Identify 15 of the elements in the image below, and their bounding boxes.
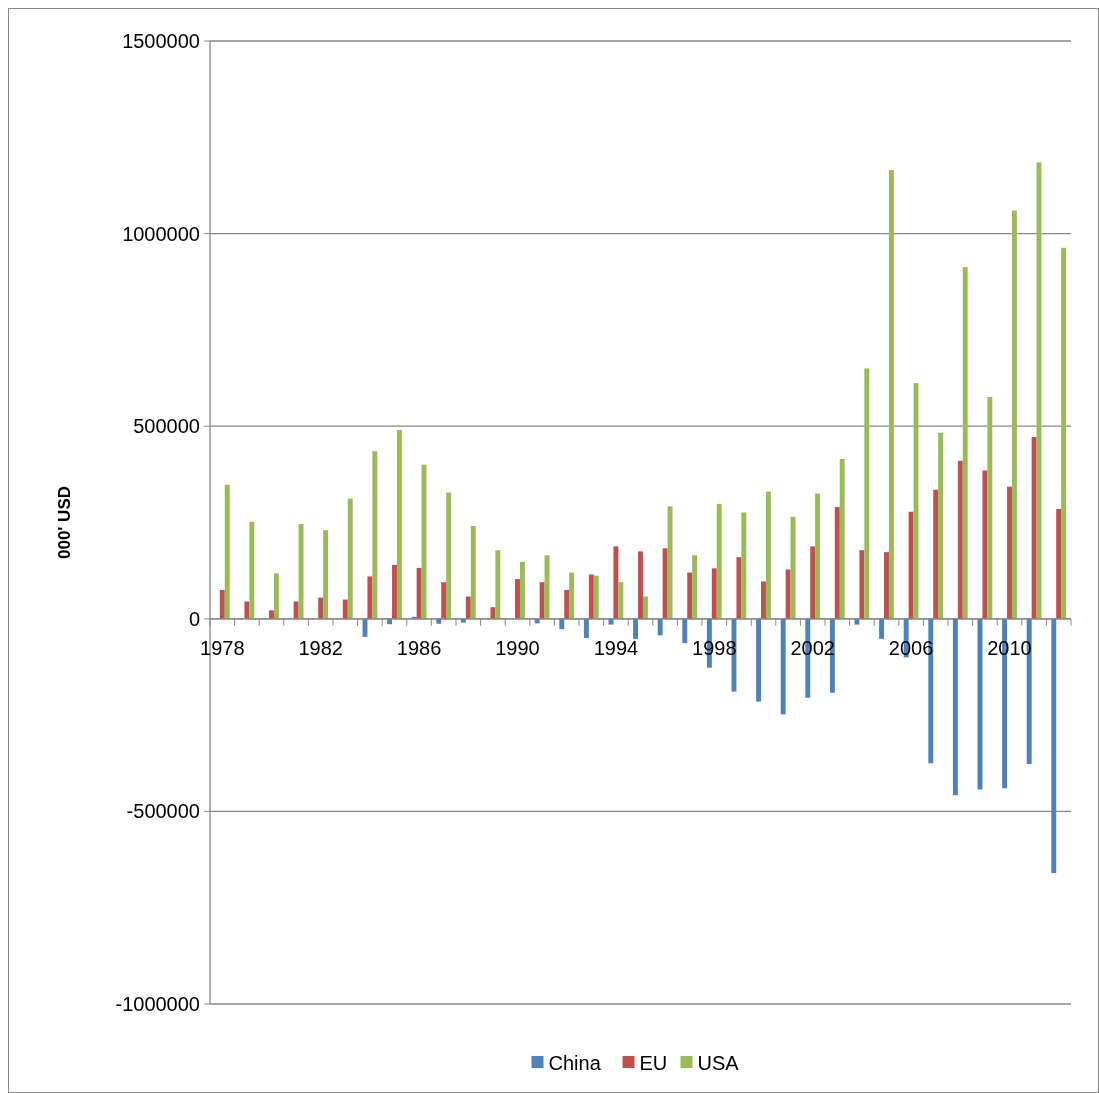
- legend-label: EU: [639, 1052, 668, 1074]
- x-tick-label: 1990: [495, 636, 540, 659]
- y-tick-label: 1000000: [122, 222, 200, 245]
- y-tick-label: -1000000: [115, 993, 200, 1015]
- y-axis-title: 000' USD: [55, 485, 74, 560]
- y-tick-label: 1500000: [122, 30, 200, 52]
- x-tick-label: 1982: [298, 636, 343, 659]
- x-tick-label: 1978: [200, 636, 245, 659]
- y-tick-label: 0: [188, 607, 200, 630]
- y-tick-label: -500000: [126, 800, 200, 823]
- legend-label: USA: [697, 1052, 740, 1074]
- legend-label: China: [548, 1052, 602, 1074]
- x-tick-label: 1986: [396, 636, 442, 659]
- x-tick-label: 1994: [593, 636, 639, 659]
- y-tick-label: 500000: [133, 415, 200, 438]
